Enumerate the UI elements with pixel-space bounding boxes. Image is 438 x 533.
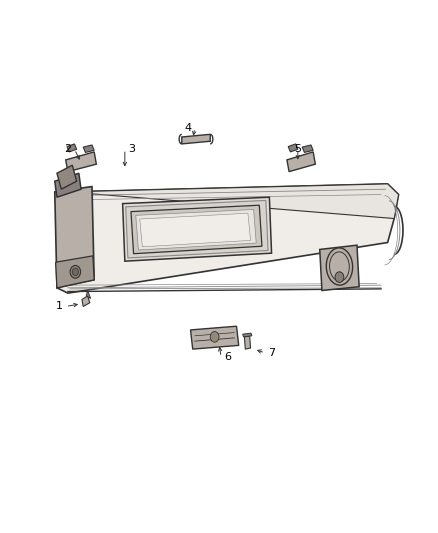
Circle shape — [210, 332, 219, 342]
Circle shape — [335, 272, 344, 282]
Text: 7: 7 — [268, 348, 275, 358]
Polygon shape — [191, 326, 239, 349]
Text: 1: 1 — [56, 302, 63, 311]
Polygon shape — [320, 245, 359, 290]
Polygon shape — [123, 197, 272, 261]
Polygon shape — [57, 184, 399, 293]
Polygon shape — [126, 200, 268, 258]
Polygon shape — [55, 187, 94, 288]
Circle shape — [72, 268, 78, 276]
Polygon shape — [182, 134, 210, 144]
Polygon shape — [56, 256, 94, 288]
Polygon shape — [55, 173, 81, 197]
Text: 6: 6 — [224, 352, 231, 362]
Polygon shape — [66, 152, 96, 172]
Polygon shape — [287, 152, 315, 172]
Polygon shape — [244, 336, 251, 349]
Polygon shape — [68, 184, 399, 219]
Polygon shape — [57, 165, 77, 189]
Polygon shape — [83, 145, 94, 152]
Polygon shape — [67, 144, 77, 152]
Text: 4: 4 — [185, 123, 192, 133]
Polygon shape — [136, 209, 256, 250]
Polygon shape — [288, 144, 298, 152]
Polygon shape — [243, 333, 252, 337]
Polygon shape — [82, 296, 90, 306]
Text: 2: 2 — [64, 144, 71, 154]
Circle shape — [70, 265, 81, 278]
Polygon shape — [131, 205, 262, 254]
Polygon shape — [86, 290, 91, 298]
Text: 3: 3 — [128, 144, 135, 154]
Polygon shape — [140, 213, 251, 247]
Text: 5: 5 — [294, 144, 301, 154]
Polygon shape — [302, 145, 313, 152]
